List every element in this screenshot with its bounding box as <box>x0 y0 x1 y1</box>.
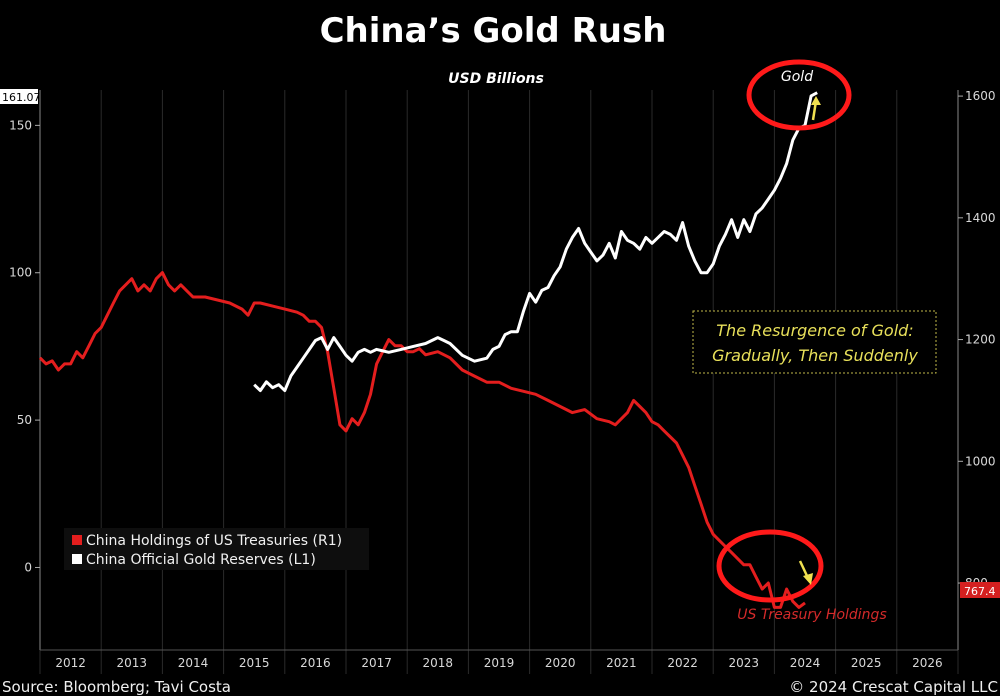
up-arrow-icon <box>811 96 821 121</box>
series-line-gold <box>253 91 818 393</box>
x-tick-label: 2016 <box>300 656 331 670</box>
annotation-line-2: Gradually, Then Suddenly <box>712 346 918 365</box>
x-tick-label: 2013 <box>117 656 148 670</box>
down-arrow-icon <box>798 560 813 585</box>
x-tick-label: 2012 <box>55 656 86 670</box>
gold-label: Gold <box>781 69 813 85</box>
series-line-treasuries <box>38 271 806 609</box>
x-tick-label: 2015 <box>239 656 270 670</box>
right-tick-label: 1600 <box>965 89 996 103</box>
x-tick-label: 2020 <box>545 656 576 670</box>
legend-swatch-treasuries <box>72 535 82 545</box>
left-tick-label: 150 <box>9 118 32 132</box>
last-value-left-label: 161.07 <box>2 91 41 104</box>
right-tick-label: 1200 <box>965 333 996 347</box>
x-tick-label: 2021 <box>606 656 637 670</box>
legend-label-gold: China Official Gold Reserves (L1) <box>86 552 316 568</box>
x-tick-label: 2014 <box>178 656 209 670</box>
gold-highlight-circle <box>746 59 852 131</box>
last-value-right: 767.4 <box>960 582 1000 598</box>
legend: China Holdings of US Treasuries (R1) Chi… <box>64 528 369 570</box>
x-tick-label: 2018 <box>423 656 454 670</box>
x-tick-label: 2022 <box>667 656 698 670</box>
legend-label-treasuries: China Holdings of US Treasuries (R1) <box>86 533 342 549</box>
x-tick-label: 2025 <box>851 656 882 670</box>
legend-swatch-gold <box>72 554 82 564</box>
grid <box>39 90 959 674</box>
treasury-label: US Treasury Holdings <box>737 607 886 623</box>
right-tick-label: 1400 <box>965 211 996 225</box>
right-tick-label: 1000 <box>965 454 996 468</box>
copyright-text: © 2024 Crescat Capital LLC <box>789 678 998 696</box>
last-value-left: 161.07 <box>0 89 41 104</box>
chart-subtitle: USD Billions <box>448 71 544 87</box>
x-tick-label: 2023 <box>729 656 760 670</box>
x-tick-label: 2026 <box>912 656 943 670</box>
source-text: Source: Bloomberg; Tavi Costa <box>2 678 231 696</box>
left-tick-label: 50 <box>17 413 32 427</box>
x-tick-label: 2017 <box>361 656 392 670</box>
x-tick-label: 2024 <box>790 656 821 670</box>
left-tick-label: 0 <box>24 560 32 574</box>
last-value-right-label: 767.4 <box>964 585 996 598</box>
left-axis: 0 50 100 150 <box>9 118 40 574</box>
left-tick-label: 100 <box>9 266 32 280</box>
x-tick-label: 2019 <box>484 656 515 670</box>
annotation-box: The Resurgence of Gold: Gradually, Then … <box>692 310 937 374</box>
chart-title: China’s Gold Rush <box>320 11 667 51</box>
x-axis: 2012 2013 2014 2015 2016 2017 2018 2019 2020 2021… <box>55 656 942 670</box>
treasury-highlight-circle <box>716 529 824 603</box>
annotation-line-1: The Resurgence of Gold: <box>716 321 913 340</box>
right-axis: 8001000120014001600 <box>958 89 996 590</box>
